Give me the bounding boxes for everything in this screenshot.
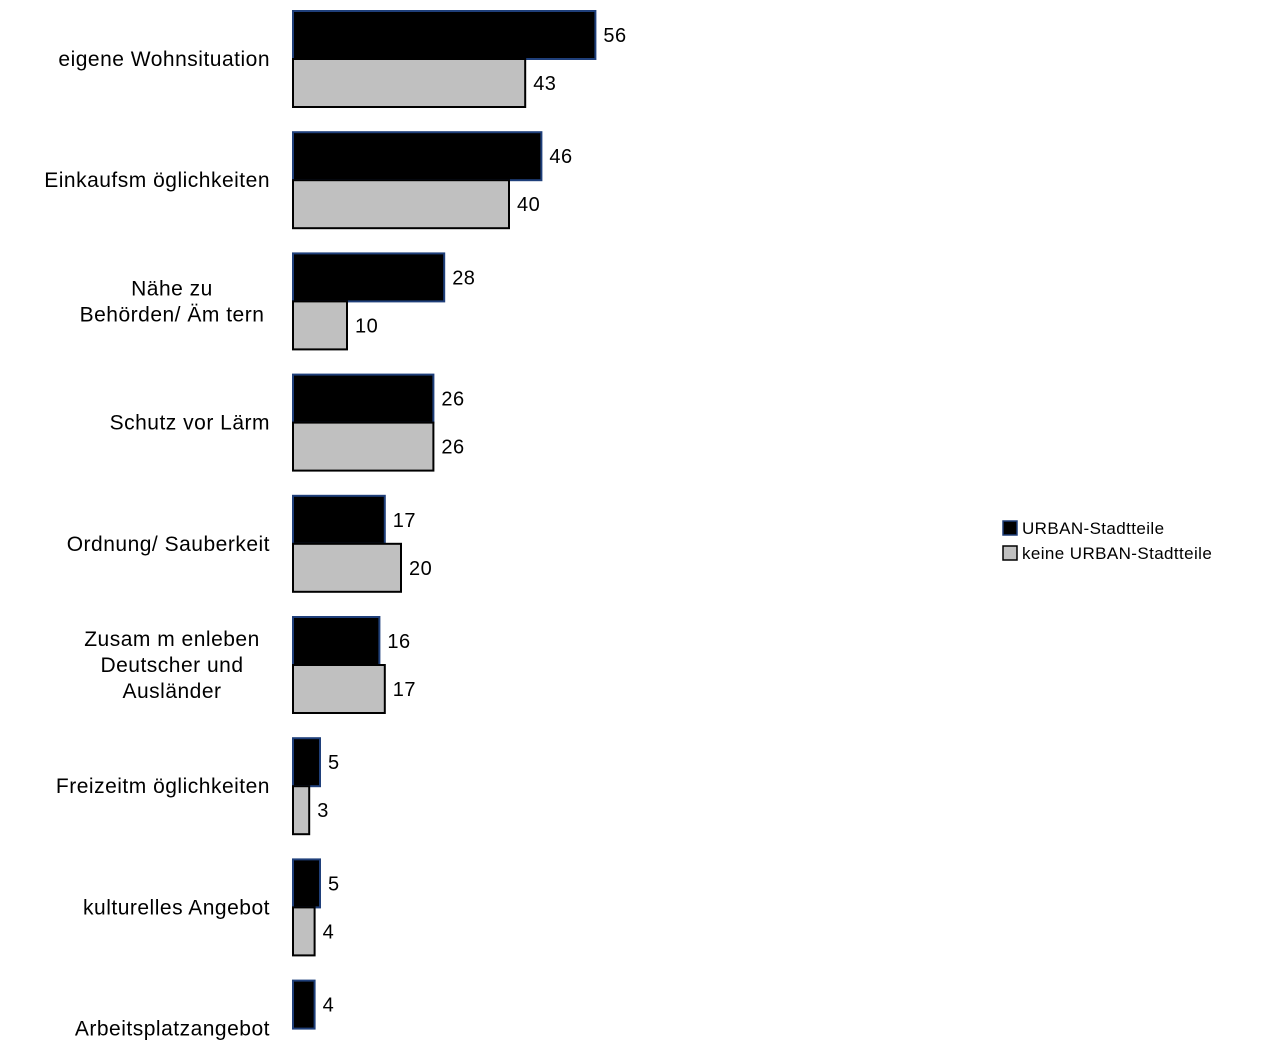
bar-urban [292,494,386,545]
bar-urban [292,10,597,60]
value-label: 17 [393,510,416,532]
bar-non-urban [292,664,386,714]
category-label: Zusam m enleben [84,628,260,651]
value-labels: 564346402810262617201617535440 [317,25,626,1017]
bar-non-urban [292,58,527,108]
legend-label: URBAN-Stadtteile [1022,519,1164,538]
value-label: 40 [517,194,540,216]
value-label: 5 [328,873,340,895]
category-label: kulturelles Angebot [83,896,270,919]
bar-urban [292,252,446,303]
value-label: 4 [323,921,335,943]
category-label: Einkaufsm öglichkeiten [44,169,270,192]
category-labels: eigene Wohnsituation Einkaufsm öglichkeit… [44,48,270,1041]
bar-urban [292,737,321,788]
value-label: 28 [452,267,475,289]
value-label: 3 [317,800,329,822]
value-label: 17 [393,679,416,701]
bar-non-urban [292,421,435,472]
value-label: 43 [533,73,556,95]
bar-urban [292,858,321,909]
value-label: 26 [441,389,464,411]
value-label: 20 [409,558,432,580]
legend-label: keine URBAN-Stadtteile [1022,544,1212,563]
category-label: Deutscher und [100,654,243,677]
category-label: Schutz vor Lärm [110,412,270,435]
bar-non-urban [292,785,311,836]
category-label: Behörden/ Äm tern [80,303,265,326]
bar-non-urban [292,300,348,351]
category-label: eigene Wohnsituation [58,48,270,71]
legend-swatch-non-urban [1002,545,1018,561]
category-label: Arbeitsplatzangebot [75,1018,270,1041]
bar-urban [292,373,435,424]
category-label: Ausländer [122,680,221,703]
bars [292,10,597,1030]
category-label: Ordnung/ Sauberkeit [67,533,270,556]
value-label: 46 [549,146,572,168]
bar-non-urban [292,906,316,957]
value-label: 16 [387,631,410,653]
bar-urban [292,979,316,1030]
category-label: Nähe zu [131,277,213,300]
category-label: Freizeitm öglichkeiten [56,775,270,798]
value-label: 56 [603,25,626,47]
legend-swatch-urban [1002,520,1018,536]
value-label: 5 [328,752,340,774]
bar-urban [292,616,381,666]
value-label: 4 [323,995,335,1017]
bar-urban [292,131,543,182]
legend: URBAN-Stadtteile keine URBAN-Stadtteile [1002,519,1212,563]
value-label: 10 [355,315,378,337]
value-label: 26 [441,437,464,459]
bar-non-urban [292,542,402,593]
bar-non-urban [292,179,510,230]
